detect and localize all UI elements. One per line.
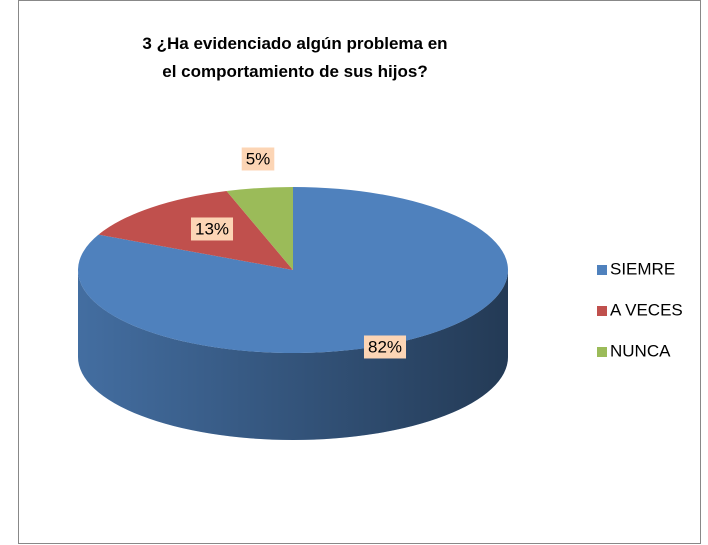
data-label: 13% [195, 219, 229, 238]
slice-side-shade [78, 270, 508, 440]
data-label-bg [190, 217, 234, 241]
data-label-bg [363, 335, 407, 359]
slice [226, 187, 293, 270]
legend-label: SIEMRE [610, 259, 675, 278]
data-label: 82% [368, 337, 402, 356]
legend-swatch [597, 347, 607, 357]
legend-swatch [597, 265, 607, 275]
legend-label: A VECES [610, 300, 683, 319]
legend-label: NUNCA [610, 341, 671, 360]
data-label-bg [241, 147, 275, 171]
legend-swatch [597, 306, 607, 316]
slice [78, 187, 509, 353]
chart-title: 3 ¿Ha evidenciado algún problema en el c… [142, 34, 448, 81]
data-label: 5% [246, 149, 271, 168]
